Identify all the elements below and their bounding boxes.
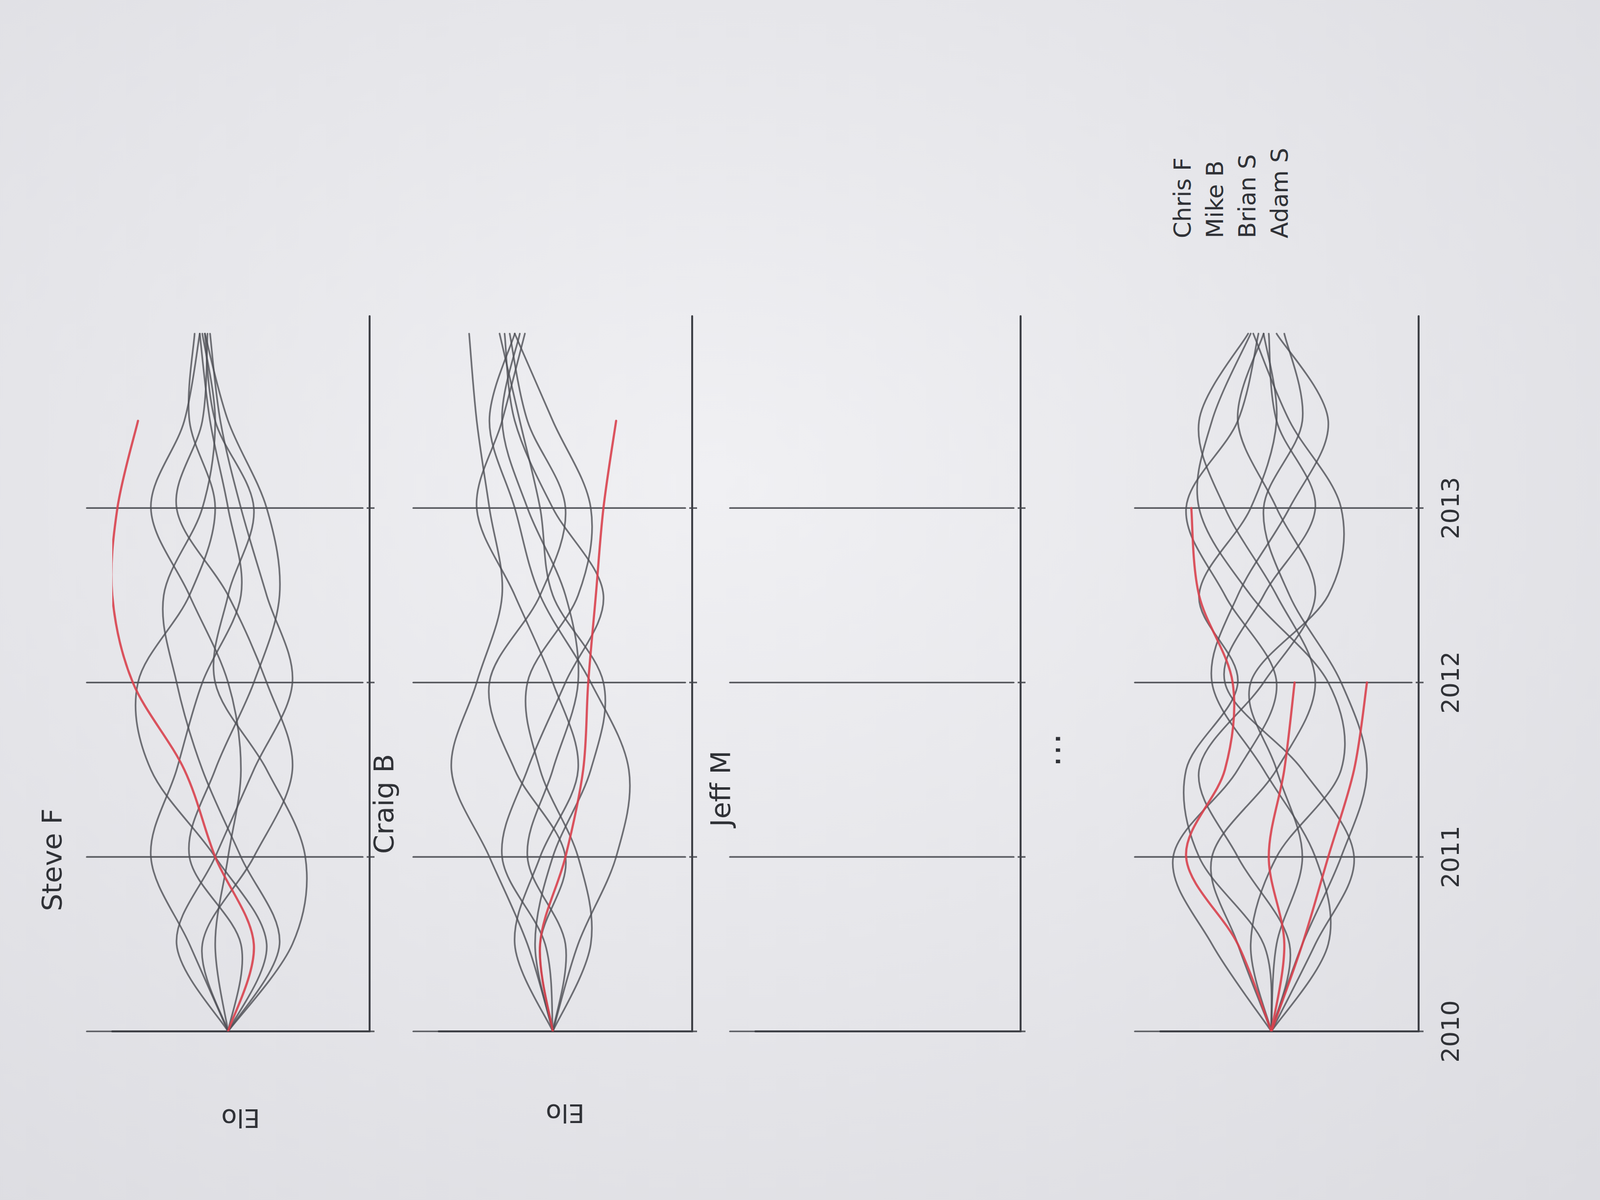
y-axis — [438, 1030, 693, 1033]
series-line — [514, 333, 593, 1032]
ellipsis: ⋯ — [1036, 732, 1077, 768]
series-group — [451, 333, 631, 1032]
series-line — [1185, 507, 1272, 1032]
series-line — [539, 421, 617, 1032]
series-line — [135, 333, 267, 1032]
grid-line — [1134, 681, 1412, 684]
axis-label: Elo — [545, 1098, 585, 1128]
x-axis — [1417, 316, 1420, 1032]
tick-label: 2011 — [1436, 825, 1465, 889]
grid-line — [86, 507, 363, 509]
panel: Jeff M — [704, 316, 1026, 1032]
series-line — [1224, 333, 1355, 1032]
panel: Craig B Elo — [367, 316, 698, 1128]
panel: 2010 2011 2012 2013 Chris FMike BBrian SAdam… — [1134, 148, 1465, 1063]
y-axis — [112, 1030, 370, 1033]
series-group — [1172, 333, 1367, 1032]
series-line — [176, 333, 293, 1032]
y-axis — [1160, 1030, 1419, 1033]
annotation: Chris F — [1168, 157, 1197, 239]
panel-title: Craig B — [367, 753, 400, 854]
grid-line — [1134, 856, 1412, 858]
x-axis — [691, 316, 694, 1032]
annotation: Brian S — [1233, 153, 1261, 239]
series-line — [112, 421, 254, 1032]
tick-label: 2013 — [1436, 476, 1465, 540]
panel: Steve F Elo — [35, 316, 375, 1133]
grid-line — [413, 681, 686, 684]
page: Steve FEloCraig BEloJeff M20102011201220… — [0, 0, 1600, 1200]
series-line — [175, 333, 293, 1032]
series-line — [1263, 333, 1367, 1032]
tick-label: 2012 — [1436, 651, 1465, 714]
series-line — [162, 333, 280, 1032]
grid-line — [1134, 507, 1412, 509]
series-line — [150, 333, 242, 1032]
page-rotated: Steve FEloCraig BEloJeff M20102011201220… — [35, 148, 1465, 1133]
series-line — [489, 333, 630, 1032]
grid-line — [729, 856, 1014, 858]
tick-label: 2010 — [1436, 1000, 1465, 1063]
series-line — [1211, 333, 1331, 1032]
series-line — [188, 333, 280, 1032]
grid-line — [413, 856, 686, 858]
x-axis — [368, 316, 371, 1032]
paper — [0, 0, 1600, 1200]
series-line — [499, 333, 606, 1032]
panel-title: Jeff M — [704, 750, 737, 829]
y-axis — [755, 1030, 1021, 1033]
grid-line — [86, 856, 363, 858]
series-group — [112, 333, 307, 1032]
axis-label: Elo — [221, 1103, 260, 1133]
series-line — [501, 333, 579, 1032]
series-line — [1183, 333, 1277, 1032]
grid-line — [729, 507, 1014, 509]
series-line — [1249, 333, 1345, 1032]
grid-line — [413, 507, 686, 509]
series-line — [1271, 682, 1368, 1032]
x-axis — [1019, 316, 1022, 1032]
annotation: Adam S — [1265, 148, 1294, 239]
series-line — [1197, 333, 1346, 1032]
annotation: Mike B — [1200, 160, 1229, 239]
series-line — [150, 333, 242, 1032]
grid-line — [86, 681, 363, 684]
grid-line — [729, 681, 1014, 684]
panel-title: Steve F — [35, 808, 68, 912]
